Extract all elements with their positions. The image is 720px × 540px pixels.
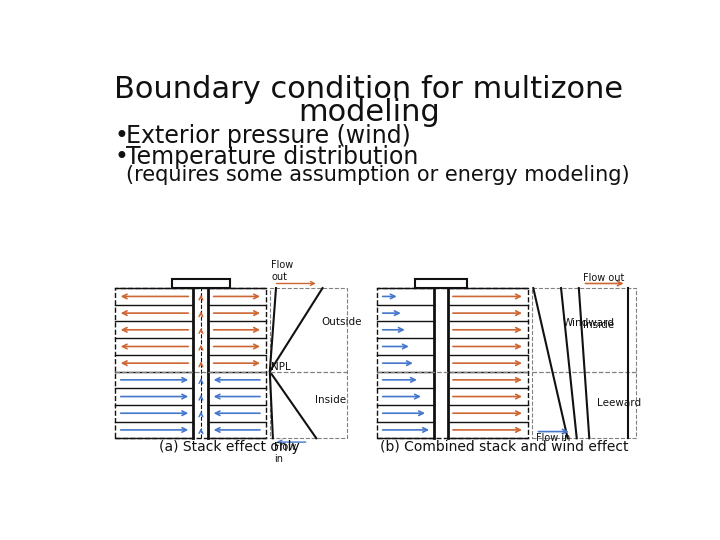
Bar (415, 279, 467, 288)
Text: Leeward: Leeward (597, 399, 641, 408)
Text: Outside: Outside (321, 317, 361, 327)
Text: Inside: Inside (315, 395, 346, 406)
Text: (a) Stack effect only: (a) Stack effect only (158, 440, 300, 454)
Bar (172, 279, 230, 288)
Text: Flow out: Flow out (582, 273, 624, 283)
Text: Boundary condition for multizone: Boundary condition for multizone (114, 75, 624, 104)
Text: Windward: Windward (562, 318, 615, 328)
Text: •: • (114, 124, 129, 148)
Text: (requires some assumption or energy modeling): (requires some assumption or energy mode… (127, 165, 630, 185)
Text: NPL: NPL (271, 362, 291, 372)
Bar (377, 288, 528, 438)
Text: (b) Combined stack and wind effect: (b) Combined stack and wind effect (380, 440, 629, 454)
Text: Flow in: Flow in (536, 433, 570, 443)
Text: Flow
out: Flow out (271, 260, 294, 282)
Bar (532, 288, 636, 438)
Text: Inside: Inside (582, 320, 614, 330)
Text: Exterior pressure (wind): Exterior pressure (wind) (127, 124, 411, 148)
Text: Flow
in: Flow in (274, 442, 296, 464)
Text: modeling: modeling (298, 98, 440, 127)
Bar (270, 288, 347, 438)
Bar (114, 288, 266, 438)
Text: Temperature distribution: Temperature distribution (127, 145, 419, 169)
Text: •: • (114, 145, 129, 169)
